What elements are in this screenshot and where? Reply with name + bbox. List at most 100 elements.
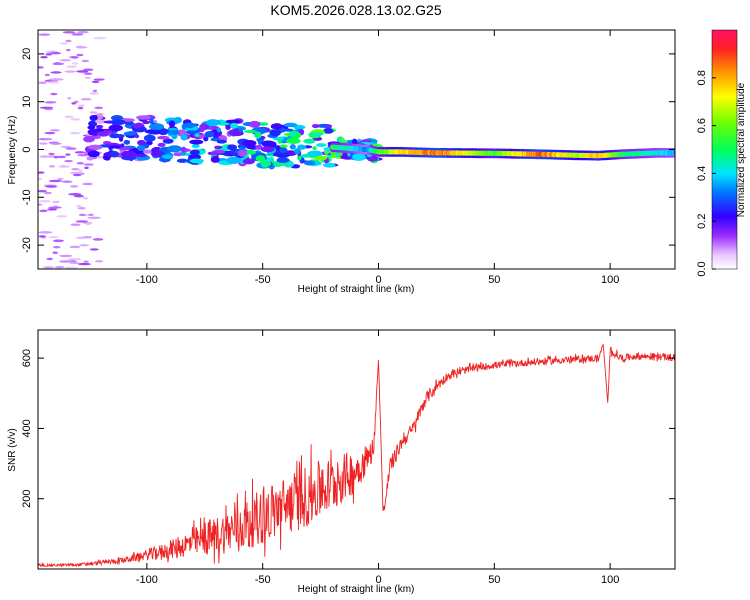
spectral-blob [83, 135, 95, 143]
x-tick-label: 100 [601, 574, 619, 586]
spectral-blob [121, 150, 136, 158]
spectral-blob [84, 76, 91, 80]
spectral-blob [80, 98, 92, 101]
y-tick-label: 600 [21, 349, 33, 367]
spectral-blob [64, 70, 77, 73]
spectral-blob [71, 102, 77, 105]
spectral-blob [73, 194, 85, 198]
spectral-blob [86, 156, 94, 161]
spectral-blob [88, 213, 94, 217]
spectral-blob [64, 115, 75, 119]
spectral-blob [216, 127, 222, 133]
spectral-blob [149, 117, 154, 125]
spectral-blob [47, 208, 57, 211]
spectral-blob [68, 193, 82, 196]
y-tick-label: 10 [21, 96, 33, 108]
spectral-blob [83, 260, 89, 263]
spectral-blob [60, 145, 72, 149]
snr-x-ticks: -100 -50 0 50 100 [136, 330, 619, 586]
spectral-blob [38, 177, 43, 181]
spectral-blob [114, 134, 125, 138]
spectral-blob [77, 153, 89, 157]
spectral-blob [39, 106, 54, 109]
spectral-blob [38, 66, 44, 69]
spectral-blob [87, 150, 100, 158]
spectral-blob [58, 260, 73, 263]
spectral-blob [309, 132, 324, 136]
spectral-blob [181, 146, 187, 153]
spectral-blob [38, 33, 51, 36]
spectral-blob [96, 113, 103, 120]
spectral-blob [62, 165, 67, 169]
y-tick-label: 200 [21, 490, 33, 508]
x-tick-label: 0 [375, 574, 381, 586]
spectral-blob [137, 139, 146, 146]
spectral-blob [174, 116, 182, 124]
colorbar-gradient [711, 29, 738, 270]
spectral-blob [73, 173, 82, 177]
snr-y-axis-title: SNR (v/v) [7, 428, 18, 471]
spectral-blob [38, 81, 47, 84]
x-tick-label: 0 [375, 274, 381, 286]
spectral-blob [136, 144, 146, 151]
spectral-blob [225, 119, 242, 124]
x-tick-label: 50 [488, 574, 500, 586]
spectral-blob [242, 158, 255, 165]
spectral-blob [279, 144, 288, 149]
spectral-blob [53, 239, 64, 242]
spectral-blob [65, 147, 77, 150]
spectral-blob [214, 145, 223, 150]
spectral-blob [77, 207, 86, 210]
spectral-blob [104, 156, 111, 161]
y-tick-label: -20 [21, 237, 33, 253]
spectral-blob [44, 73, 50, 77]
spectral-blob [206, 119, 220, 127]
spectral-blob [261, 140, 277, 148]
spectral-blob [70, 118, 81, 121]
spectral-blob [161, 154, 173, 160]
spectral-blob [71, 33, 84, 36]
spectral-blob [210, 155, 220, 163]
spectral-blob [134, 153, 148, 157]
spectral-blob [45, 53, 53, 56]
spectral-blob [340, 138, 345, 143]
spectral-blob [42, 266, 55, 269]
spectrogram-y-axis-title: Frequency (Hz) [7, 116, 18, 185]
spectral-blob [88, 129, 98, 136]
spectral-blob [48, 206, 62, 209]
spectral-blob [243, 129, 257, 134]
spectral-blob [39, 209, 48, 213]
spectral-blob [133, 123, 142, 129]
spectral-blob [39, 142, 48, 145]
spectral-blob [48, 81, 60, 84]
spectral-blob [238, 128, 244, 132]
spectral-blob [76, 162, 84, 165]
spectral-blob [87, 144, 103, 150]
spectral-blob [293, 148, 301, 155]
spectral-blob [297, 144, 307, 150]
spectral-blob [71, 167, 80, 171]
x-tick-label: -50 [255, 574, 271, 586]
spectral-blob [86, 222, 91, 226]
spectral-blob [142, 120, 150, 125]
spectral-blob [315, 143, 327, 147]
spectral-blob [78, 104, 85, 107]
spectral-blob [57, 177, 64, 181]
spectral-blob [194, 133, 200, 138]
spectral-blob [323, 147, 331, 152]
y-tick-label: 20 [21, 48, 33, 60]
spectral-blob [74, 151, 86, 154]
spectral-blob [149, 123, 165, 131]
spectral-blob [48, 152, 55, 156]
spectral-blob [102, 141, 112, 145]
spectral-blob [52, 251, 58, 254]
spectral-blob [66, 65, 78, 68]
snr-marks [38, 344, 675, 568]
spectral-blob [275, 150, 290, 159]
y-tick-label: -10 [21, 189, 33, 205]
spectral-blob [52, 62, 65, 66]
spectral-blob [83, 72, 93, 75]
spectral-blob [311, 124, 320, 129]
